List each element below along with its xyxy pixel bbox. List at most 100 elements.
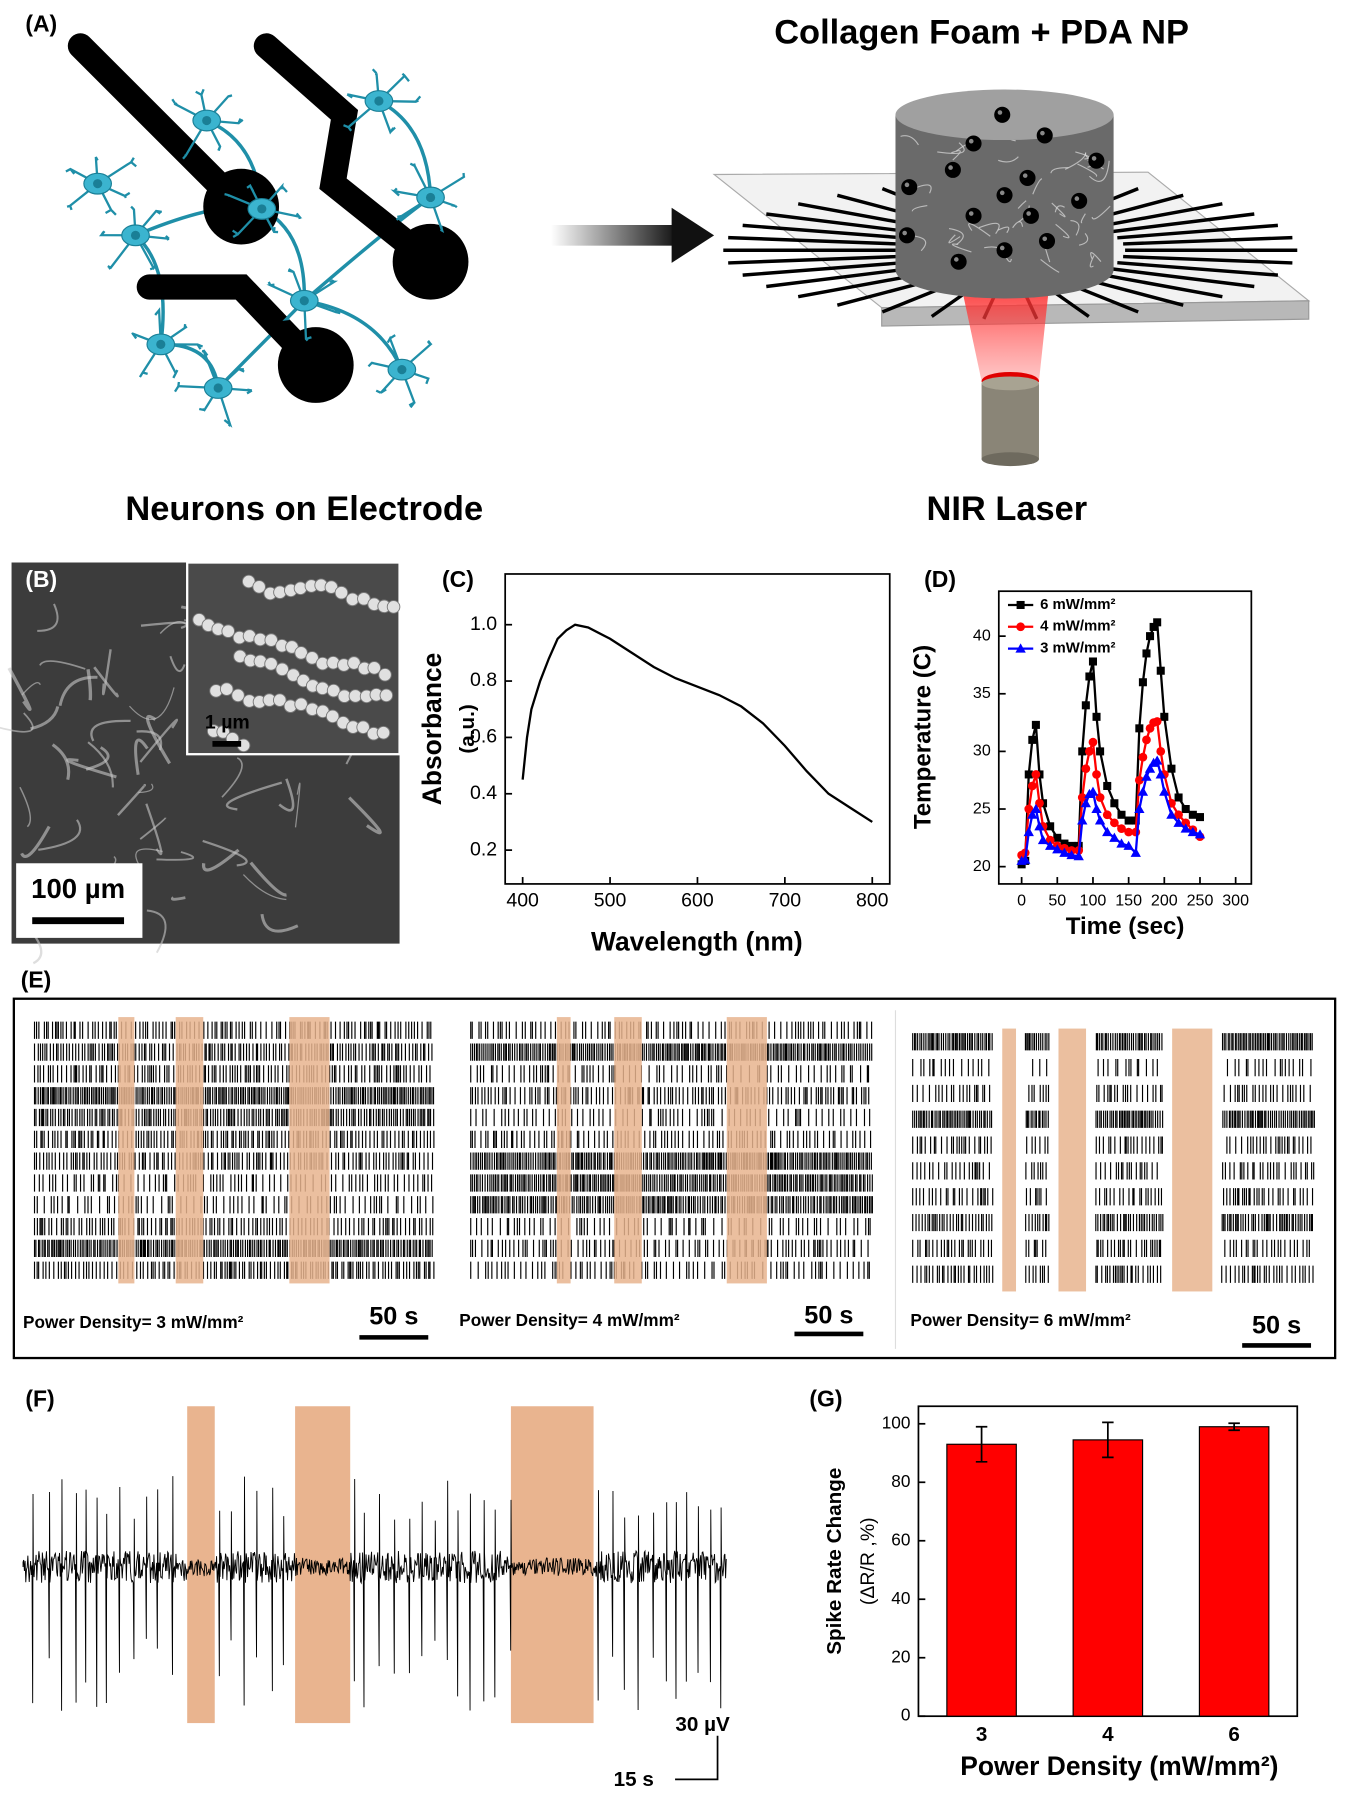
neuron-nucleus — [202, 115, 212, 126]
fiber — [156, 851, 195, 861]
marker — [1067, 841, 1076, 850]
voltage-trace — [22, 1406, 727, 1724]
error-bar — [1228, 1422, 1240, 1432]
stimulus-window — [1002, 1028, 1017, 1292]
raster-plots — [33, 1017, 1315, 1292]
electrode-trace — [742, 260, 904, 277]
spike-row — [470, 1108, 871, 1127]
scale-label: 15 s — [614, 1768, 654, 1791]
dendrite — [107, 234, 137, 270]
dendrite — [401, 340, 433, 371]
panel-label: (B) — [25, 566, 57, 592]
marker — [1020, 854, 1031, 864]
marker — [1091, 803, 1102, 814]
fiber — [348, 796, 382, 835]
marker — [1024, 804, 1034, 814]
fiber — [38, 819, 82, 851]
bead — [325, 709, 340, 724]
y-axis-label: Spike Rate Change — [823, 1468, 846, 1655]
bar — [1072, 1439, 1144, 1717]
nanoparticle-highlight — [1040, 130, 1045, 136]
marker — [1044, 840, 1056, 850]
spike-row — [912, 1136, 1312, 1154]
plot-frame — [504, 573, 891, 885]
marker — [1046, 822, 1055, 831]
marker — [1135, 724, 1144, 733]
marker — [1088, 657, 1097, 666]
x-tick-label: 400 — [506, 889, 539, 911]
marker — [1117, 810, 1126, 819]
spike-row — [33, 1196, 434, 1214]
panel-a-caption: Neurons on Electrode — [125, 490, 483, 528]
x-tick-label: 50 — [1048, 891, 1066, 909]
bead — [252, 580, 266, 594]
y-tick-label: 35 — [973, 684, 991, 702]
dendrite — [154, 307, 162, 345]
foam-fiber — [1012, 221, 1024, 229]
stimulus-window — [1058, 1028, 1087, 1292]
nanoparticle — [1088, 152, 1105, 169]
fiber — [260, 913, 299, 933]
marker — [1080, 798, 1092, 808]
marker — [1155, 769, 1166, 779]
marker — [1146, 632, 1155, 641]
foam-body — [895, 114, 1114, 299]
foam-fiber — [1089, 160, 1110, 182]
fiber — [242, 874, 287, 901]
foam-fiber — [1051, 202, 1066, 218]
foam-fiber — [1091, 205, 1111, 220]
marker — [1141, 771, 1152, 781]
neuron-nucleus — [374, 96, 384, 106]
x-axis-label: Power Density (mW/mm²) — [960, 1751, 1278, 1781]
spike-row — [33, 1043, 433, 1061]
fiber — [0, 712, 34, 733]
nanoparticle — [965, 135, 982, 152]
bead — [348, 689, 363, 703]
spike-row — [470, 1239, 869, 1258]
stimulus-window — [289, 1017, 330, 1284]
marker — [1053, 833, 1062, 842]
foam-fiber — [997, 226, 1010, 234]
scale-label: 50 s — [369, 1303, 418, 1331]
y-axis-label: (ΔR/R ,%) — [857, 1517, 879, 1605]
dendrite — [217, 387, 233, 428]
foam-fiber — [948, 234, 961, 244]
marker — [1081, 701, 1090, 710]
spike-row — [912, 1033, 1313, 1051]
bead — [231, 688, 245, 703]
nanoparticle-highlight — [1026, 211, 1031, 216]
spike-row — [912, 1188, 1314, 1206]
marker — [1153, 618, 1162, 627]
spike-row — [470, 1174, 873, 1192]
stimulus-window — [118, 1017, 135, 1284]
marker — [1194, 829, 1206, 839]
electrode-trace — [728, 235, 898, 246]
fiber — [30, 705, 60, 731]
bead — [294, 646, 308, 660]
marker — [1027, 781, 1037, 791]
nanoparticle-highlight — [968, 138, 974, 144]
x-tick-label: 100 — [1080, 891, 1107, 909]
nanoparticle — [1019, 169, 1036, 186]
neurons — [65, 68, 466, 428]
x-tick-label: 4 — [1102, 1723, 1114, 1746]
marker — [1077, 793, 1087, 802]
y-tick-label: 1.0 — [470, 613, 497, 635]
foam-fiber — [1077, 163, 1098, 177]
foam-fiber — [1054, 205, 1065, 213]
spike-row — [912, 1084, 1311, 1103]
marker — [1134, 803, 1145, 814]
nanoparticle-highlight — [904, 182, 910, 188]
fiber — [249, 861, 287, 897]
y-tick-label: 0.8 — [470, 669, 497, 691]
bead — [219, 682, 234, 696]
spike-row — [33, 1108, 435, 1127]
fiber — [146, 714, 171, 765]
marker — [1066, 849, 1077, 860]
dendrite — [400, 369, 416, 409]
marker — [1015, 643, 1026, 653]
nanoparticle-highlight — [1074, 196, 1080, 201]
spike-row — [33, 1021, 432, 1039]
foam-fiber — [1070, 219, 1080, 236]
spike-row — [470, 1065, 870, 1083]
